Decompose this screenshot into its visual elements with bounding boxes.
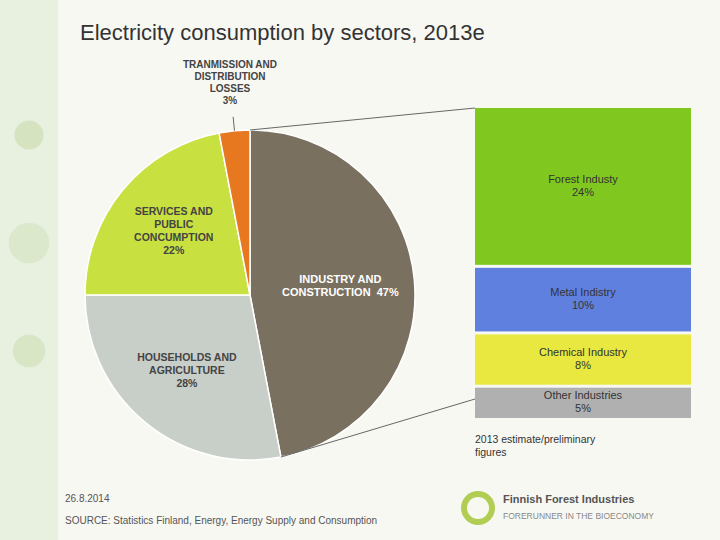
breakdown-label-line: 5% — [575, 402, 591, 414]
pie-label-line: TRANMISSION AND — [183, 59, 277, 70]
pie-label-line: 3% — [223, 95, 238, 106]
breakdown-label: Other Industries5% — [544, 389, 623, 414]
pie-label: SERVICES ANDPUBLICCONCUMPTION22% — [134, 205, 213, 256]
left-bar-circle — [15, 121, 44, 150]
pie-label-line: CONCUMPTION — [134, 231, 213, 243]
logo-hole — [467, 497, 489, 519]
pie-label: INDUSTRY ANDCONSTRUCTION 47% — [282, 273, 399, 298]
pie-label-line: SERVICES AND — [135, 205, 214, 217]
decoration — [0, 0, 58, 540]
breakdown-label-line: Other Industries — [544, 389, 623, 401]
breakdown-label-line: 24% — [572, 186, 594, 198]
pie-label-line: DISTRIBUTION — [194, 71, 265, 82]
breakdown-box — [475, 388, 691, 418]
breakdown-label-line: Forest Industy — [548, 173, 618, 185]
source: SOURCE: Statistics Finland, Energy, Ener… — [65, 515, 377, 526]
connectors — [250, 108, 475, 457]
note-line: figures — [475, 446, 507, 458]
pie-slice — [219, 130, 250, 295]
breakdown-label: Chemical Industry8% — [539, 346, 628, 371]
note-line: 2013 estimate/preliminary — [475, 433, 596, 445]
breakdown-label-line: 10% — [572, 299, 594, 311]
chart: Electricity consumption by sectors, 2013… — [0, 0, 720, 540]
pie-label-line: 22% — [163, 244, 185, 256]
pie-slice — [85, 295, 281, 460]
pie-label-line: PUBLIC — [154, 218, 194, 230]
breakdown-box — [475, 108, 691, 265]
logo: Finnish Forest Industries FORERUNNER IN T… — [461, 491, 654, 525]
breakdown-label-line: Chemical Industry — [539, 346, 628, 358]
breakdown-label-line: Metal Indistry — [550, 286, 616, 298]
breakdown-label: Forest Industy24% — [548, 173, 618, 198]
breakdown-box — [475, 268, 691, 332]
pie-label-line: HOUSEHOLDS AND — [137, 351, 237, 363]
connector-line — [281, 399, 475, 457]
left-bar-circle — [9, 223, 50, 264]
pie — [85, 130, 415, 460]
breakdown-box — [475, 334, 691, 384]
label-leader — [233, 117, 234, 131]
note: 2013 estimate/preliminaryfigures — [475, 433, 596, 458]
left-bar-circle — [13, 335, 45, 367]
pie-slice — [250, 130, 415, 457]
connector-line — [250, 108, 475, 130]
pie-label-line: 28% — [176, 377, 198, 389]
breakdown-label-line: 8% — [575, 359, 591, 371]
left-bar — [0, 0, 58, 540]
logo-name: Finnish Forest Industries — [503, 493, 634, 505]
breakdown-label: Metal Indistry10% — [550, 286, 616, 311]
pie-label-line: CONSTRUCTION 47% — [282, 286, 399, 298]
pie-label-line: INDUSTRY AND — [299, 273, 381, 285]
pie-label-line: LOSSES — [210, 83, 251, 94]
pie-label: TRANMISSION ANDDISTRIBUTIONLOSSES3% — [183, 59, 277, 106]
date: 26.8.2014 — [65, 493, 110, 504]
logo-ring — [461, 491, 495, 525]
pie-labels: INDUSTRY ANDCONSTRUCTION 47% HOUSEHOLDS A… — [134, 59, 399, 389]
breakdown: Forest Industy24% Metal Indistry10% Chemic… — [475, 108, 691, 418]
pie-label-line: AGRICULTURE — [149, 364, 225, 376]
pie-label: HOUSEHOLDS ANDAGRICULTURE28% — [137, 351, 237, 389]
title: Electricity consumption by sectors, 2013… — [80, 20, 485, 45]
logo-tagline: FORERUNNER IN THE BIOECONOMY — [503, 511, 654, 521]
